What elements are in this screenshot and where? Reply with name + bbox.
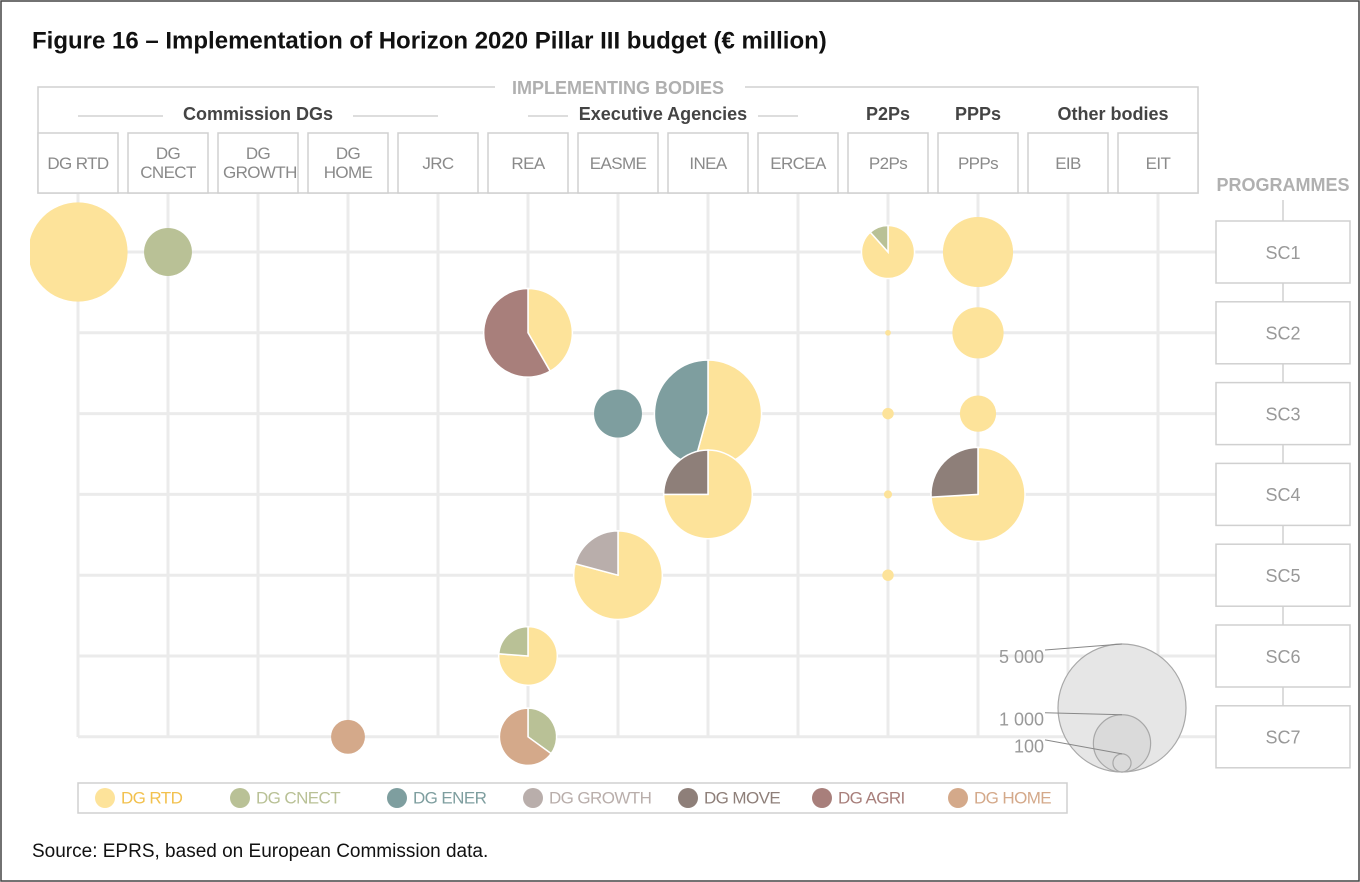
bubble xyxy=(952,307,1004,359)
pie-slice xyxy=(497,625,529,657)
column-label: DG HOME xyxy=(323,144,373,182)
column-label: DG RTD xyxy=(47,153,109,173)
pie-slice xyxy=(498,707,553,767)
row-header: PROGRAMMES xyxy=(1216,175,1349,195)
column-box xyxy=(307,132,389,194)
pie-slice xyxy=(653,359,709,467)
row-box xyxy=(1215,301,1351,365)
column-box xyxy=(757,132,839,194)
size-label: 1 000 xyxy=(999,710,1044,730)
bubble xyxy=(882,407,894,420)
bubble xyxy=(942,216,1014,288)
bubble xyxy=(30,202,128,302)
legend-swatch xyxy=(95,788,115,808)
legend-swatch xyxy=(678,788,698,808)
group-label: Commission DGs xyxy=(183,104,333,124)
column-box xyxy=(937,132,1019,194)
pie-slice xyxy=(574,530,619,577)
legend-label: DG RTD xyxy=(121,788,183,807)
source: Source: EPRS, based on European Commissi… xyxy=(32,841,488,862)
column-box xyxy=(847,132,929,194)
pie-slice xyxy=(930,446,979,498)
header-gap xyxy=(495,78,745,98)
column-box xyxy=(397,132,479,194)
bubble xyxy=(883,490,893,499)
legend-label: DG ENER xyxy=(413,788,487,807)
column-label: P2Ps xyxy=(868,153,908,173)
legend-label: DG MOVE xyxy=(704,788,780,807)
legend-swatch xyxy=(812,788,832,808)
column-box xyxy=(1117,132,1199,194)
row-box xyxy=(1215,624,1351,688)
column-box xyxy=(487,132,569,194)
row-label: SC4 xyxy=(1265,485,1300,505)
header: IMPLEMENTING BODIES xyxy=(512,78,724,98)
bubble xyxy=(885,329,891,336)
bubble xyxy=(882,569,894,581)
legend-label: DG HOME xyxy=(974,788,1051,807)
pie-slice xyxy=(869,224,889,254)
bubble xyxy=(144,228,192,276)
column-label: INEA xyxy=(689,153,727,173)
column-label: JRC xyxy=(422,153,454,173)
legend-swatch xyxy=(387,788,407,808)
column-box xyxy=(577,132,659,194)
column-label: DG GROWTH xyxy=(223,144,297,182)
pie-slice xyxy=(662,449,709,496)
legend-label: DG CNECT xyxy=(256,788,340,807)
legend-swatch xyxy=(948,788,968,808)
chart-title: Figure 16 – Implementation of Horizon 20… xyxy=(32,27,827,54)
pie-slice xyxy=(527,707,558,755)
row-box xyxy=(1215,220,1351,284)
column-label: EIB xyxy=(1055,153,1081,173)
size-circle xyxy=(1112,753,1132,773)
legend-label: DG AGRI xyxy=(838,788,905,807)
column-label: EIT xyxy=(1145,153,1171,173)
pie-slice xyxy=(662,449,754,540)
column-label: REA xyxy=(511,153,545,173)
legend-swatch xyxy=(230,788,250,808)
column-box xyxy=(1027,132,1109,194)
pie-slice xyxy=(572,530,664,621)
column-box xyxy=(127,132,209,194)
legend-label: DG GROWTH xyxy=(549,788,651,807)
column-label: DG CNECT xyxy=(140,144,196,182)
row-box xyxy=(1215,381,1351,446)
bubble xyxy=(331,719,365,754)
size-label: 100 xyxy=(1014,737,1044,757)
row-label: SC6 xyxy=(1265,647,1300,667)
group-label: Other bodies xyxy=(1057,104,1168,124)
bubble xyxy=(594,389,642,438)
column-box xyxy=(37,132,119,194)
row-box xyxy=(1215,543,1351,607)
column-label: ERCEA xyxy=(770,153,826,173)
row-box xyxy=(1215,462,1351,527)
group-label: P2Ps xyxy=(866,104,910,124)
column-box xyxy=(667,132,749,194)
row-label: SC2 xyxy=(1265,324,1300,344)
row-label: SC7 xyxy=(1265,728,1300,748)
bubble xyxy=(959,395,997,432)
row-label: SC1 xyxy=(1265,243,1300,263)
size-leader xyxy=(1044,739,1123,755)
row-label: SC3 xyxy=(1265,404,1300,424)
size-leader xyxy=(1044,643,1123,651)
column-box xyxy=(217,132,299,194)
pie-slice xyxy=(482,287,552,378)
group-label: Executive Agencies xyxy=(579,104,747,124)
size-label: 5 000 xyxy=(999,647,1044,667)
row-box xyxy=(1215,705,1351,769)
size-leader xyxy=(1044,712,1123,716)
row-label: SC5 xyxy=(1265,566,1300,586)
legend-swatch xyxy=(523,788,543,808)
column-label: EASME xyxy=(589,153,647,173)
group-label: PPPs xyxy=(955,104,1001,124)
column-label: PPPs xyxy=(957,153,999,173)
